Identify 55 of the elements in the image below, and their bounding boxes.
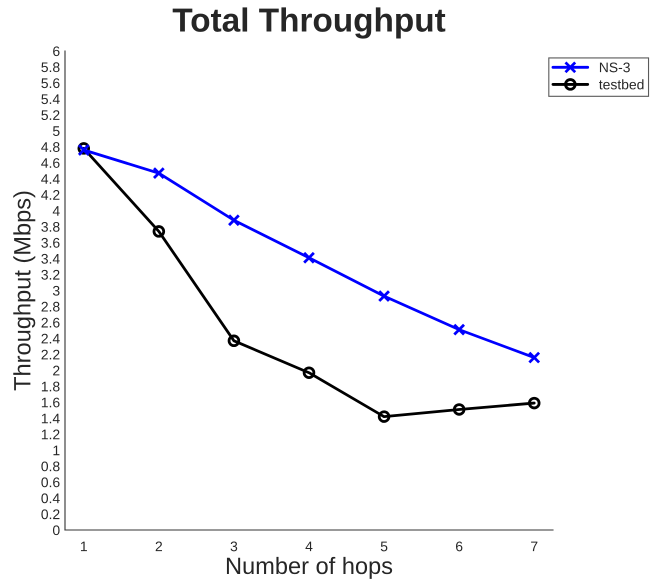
y-tick-label: 4.6 <box>41 158 60 168</box>
point <box>378 290 390 302</box>
point <box>302 252 316 264</box>
x-tick-label: 1 <box>80 542 87 552</box>
y-tick-label: 0.6 <box>41 477 60 488</box>
y-tick-label: 5.8 <box>41 62 60 72</box>
y-axis-title: Throughput (Mbps) <box>13 192 36 390</box>
y-tick-label: 4 <box>52 206 60 216</box>
y-tick-label: 1 <box>53 446 60 456</box>
point <box>378 410 390 423</box>
y-tick-label: 1.2 <box>42 430 60 440</box>
point <box>152 166 166 180</box>
x-tick-label: 2 <box>156 541 162 552</box>
y-tick-label: 6 <box>53 46 60 56</box>
y-tick-label: 5 <box>52 126 60 136</box>
y-tick-label: 2.2 <box>42 350 60 360</box>
y-tick-label: 5.2 <box>41 110 60 120</box>
y-tick-label: 3 <box>52 286 60 296</box>
y-tick-label: 1.4 <box>42 414 60 424</box>
y-tick-label: 5.4 <box>41 94 60 104</box>
y-tick-label: 0.8 <box>41 461 60 472</box>
point <box>302 366 316 379</box>
chart-title: Total Throughput <box>172 7 446 39</box>
y-tick-label: 3.2 <box>41 270 60 280</box>
y-tick-label: 0 <box>52 525 60 536</box>
y-tick-label: 4.2 <box>41 190 60 200</box>
y-tick-label: 3.8 <box>41 222 60 232</box>
y-tick-label: 3.6 <box>41 238 60 248</box>
y-tick-label: 1.6 <box>42 398 60 408</box>
x-tick-label: 6 <box>456 541 462 552</box>
point <box>228 334 240 348</box>
y-tick-label: 0.2 <box>41 509 60 520</box>
y-tick-label: 2.6 <box>42 318 60 328</box>
legend-label: NS-3 <box>600 62 630 72</box>
y-tick-label: 2.8 <box>42 302 60 312</box>
x-tick-label: 4 <box>305 542 312 552</box>
point <box>452 403 466 416</box>
y-tick-label: 1.8 <box>42 382 60 392</box>
x-tick-label: 3 <box>230 541 238 552</box>
y-tick-label: 0.4 <box>41 493 60 504</box>
point <box>528 351 540 364</box>
y-tick-label: 3.4 <box>41 254 60 264</box>
point <box>152 225 166 238</box>
point <box>228 214 240 226</box>
legend-label: testbed <box>599 79 644 90</box>
x-tick-label: 5 <box>380 542 388 552</box>
x-tick-label: 7 <box>531 542 538 552</box>
point <box>528 396 540 410</box>
y-tick-label: 2.4 <box>42 334 60 344</box>
point <box>452 323 466 336</box>
y-tick-label: 5.6 <box>41 78 60 88</box>
y-tick-label: 2 <box>53 366 60 376</box>
y-tick-label: 4.8 <box>41 142 60 152</box>
x-axis-title: Number of hops <box>226 556 392 579</box>
y-tick-label: 4.4 <box>41 174 60 184</box>
